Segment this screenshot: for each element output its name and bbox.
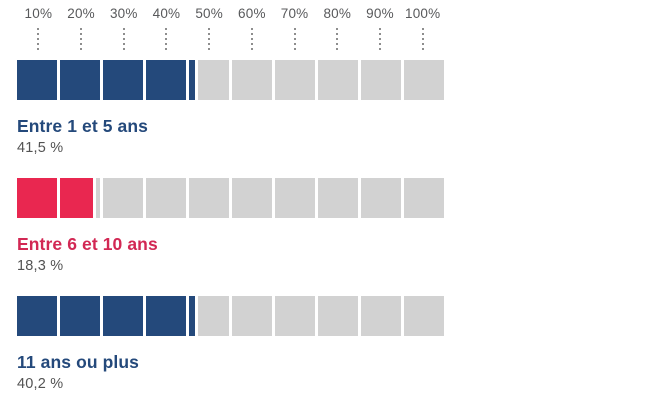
bar-row: 11 ans ou plus 40,2 %	[17, 296, 444, 392]
bar-segment	[318, 178, 358, 218]
bar-segment	[17, 296, 57, 336]
bar-segment	[318, 296, 358, 336]
bar-row: Entre 6 et 10 ans 18,3 %	[17, 178, 444, 274]
axis-tick-label: 90%	[366, 6, 394, 21]
bar-segment	[275, 60, 315, 100]
bar-partial-rest	[198, 60, 229, 100]
bar-segment	[189, 60, 229, 100]
bar-segment	[17, 178, 57, 218]
category-label: 11 ans ou plus	[17, 352, 139, 372]
axis-tick-label: 70%	[280, 6, 309, 21]
bar-segment	[275, 178, 315, 218]
bar-partial-fill	[189, 60, 195, 100]
axis-tick-line	[208, 28, 211, 51]
value-label: 40,2 %	[17, 376, 64, 392]
bar-segment	[232, 296, 272, 336]
category-label: Entre 6 et 10 ans	[17, 234, 158, 254]
bar-partial-rest	[198, 296, 229, 336]
value-label: 18,3 %	[17, 258, 64, 274]
bar-track	[17, 296, 444, 336]
axis-tick-label: 50%	[195, 6, 223, 21]
bar-segment	[103, 60, 143, 100]
bar-segment	[404, 296, 444, 336]
bar-segment	[17, 60, 57, 100]
axis-tick-line	[122, 28, 125, 51]
axis-tick-line	[378, 28, 381, 51]
value-label: 41,5 %	[17, 140, 64, 156]
bar-segment	[232, 178, 272, 218]
bar-segment	[189, 178, 229, 218]
bar-partial-rest	[96, 178, 100, 218]
bar-segment	[60, 178, 100, 218]
axis-tick-line	[80, 28, 83, 51]
axis-tick-label: 10%	[24, 6, 53, 21]
axis-tick-line	[293, 28, 296, 51]
segmented-bar-chart: 10% 20% 30% 40% 50% 60% 70% 80% 90% 100% Entre 1 …	[17, 6, 444, 392]
bar-segment	[103, 296, 143, 336]
axis-tick-line	[37, 28, 40, 51]
bar-segment	[60, 60, 100, 100]
axis-tick-line	[336, 28, 339, 51]
axis-tick-line	[250, 28, 253, 51]
category-label: Entre 1 et 5 ans	[17, 116, 148, 136]
bar-segment	[103, 178, 143, 218]
x-axis-ticks	[17, 28, 444, 51]
axis-tick-label: 100%	[405, 6, 441, 21]
bar-partial-fill	[189, 296, 195, 336]
bar-track	[17, 178, 444, 218]
axis-tick-label: 20%	[67, 6, 95, 21]
bar-segment	[189, 296, 229, 336]
bar-segment	[318, 60, 358, 100]
bar-row: Entre 1 et 5 ans 41,5 %	[17, 60, 444, 156]
bar-segment	[146, 60, 186, 100]
bar-segment	[361, 178, 401, 218]
axis-tick-line	[421, 28, 424, 51]
bar-track	[17, 60, 444, 100]
bar-segment	[361, 296, 401, 336]
bar-segment	[60, 296, 100, 336]
bar-segment	[275, 296, 315, 336]
axis-tick-label: 30%	[109, 6, 138, 21]
bar-segment	[232, 60, 272, 100]
axis-tick-label: 80%	[323, 6, 352, 21]
bar-segment	[146, 178, 186, 218]
bar-segment	[361, 60, 401, 100]
bar-segment	[404, 60, 444, 100]
bar-segment	[146, 296, 186, 336]
x-axis-labels: 10% 20% 30% 40% 50% 60% 70% 80% 90% 100%	[17, 6, 444, 22]
axis-tick-line	[165, 28, 168, 51]
bar-partial-fill	[60, 178, 93, 218]
axis-tick-label: 60%	[238, 6, 266, 21]
axis-tick-label: 40%	[152, 6, 181, 21]
bar-rows: Entre 1 et 5 ans 41,5 % Entre 6 et 10 ans 1…	[17, 60, 444, 392]
plot-area: 10% 20% 30% 40% 50% 60% 70% 80% 90% 100% Entre 1 …	[17, 6, 444, 392]
bar-segment	[404, 178, 444, 218]
